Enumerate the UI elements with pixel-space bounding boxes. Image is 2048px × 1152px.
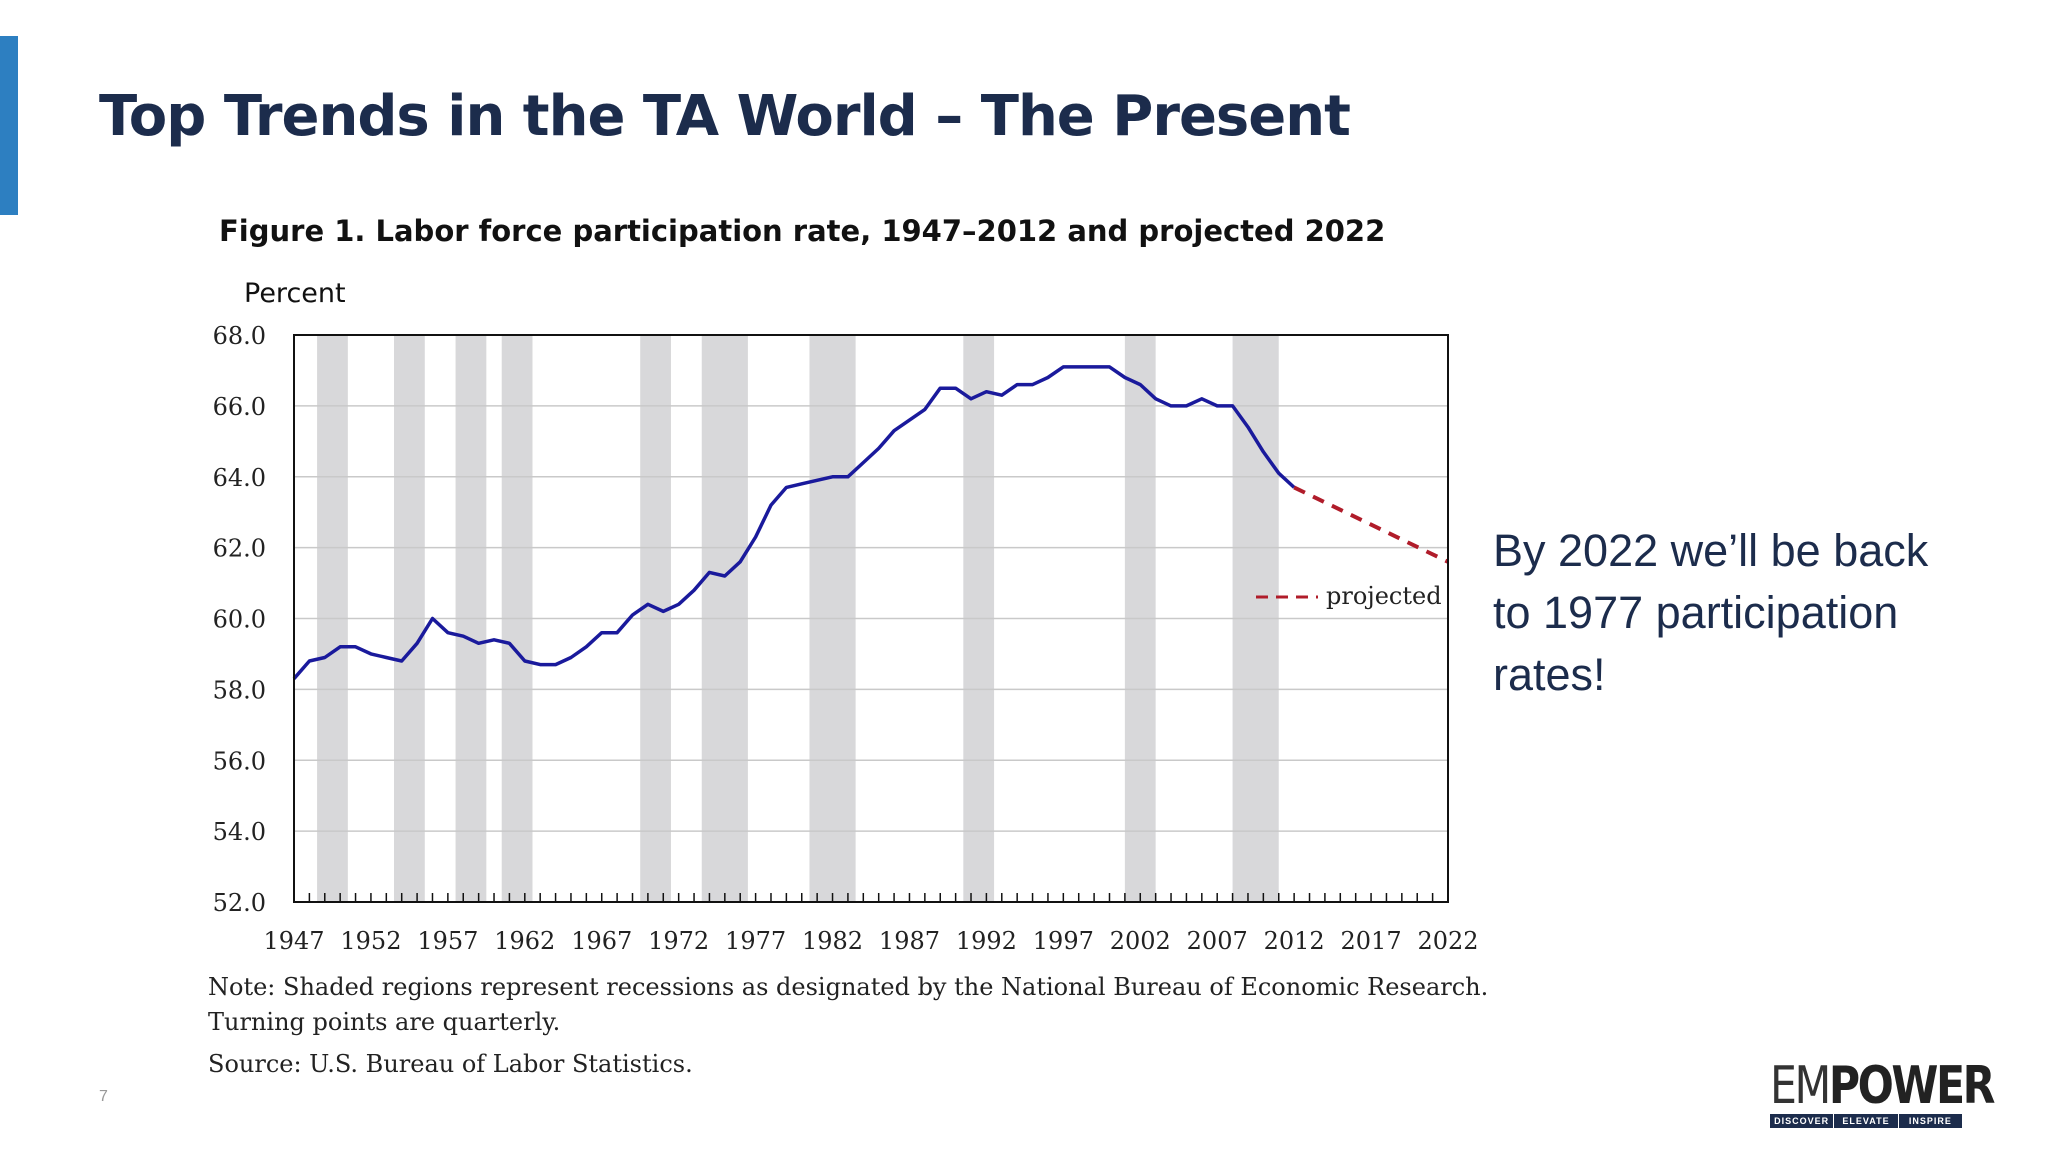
- x-tick-label: 1952: [340, 927, 401, 955]
- chart-source: Source: U.S. Bureau of Labor Statistics.: [208, 1050, 693, 1078]
- logo-tagline: DISCOVER ELEVATE INSPIRE: [1770, 1114, 1962, 1128]
- y-tick-label: 62.0: [213, 535, 266, 563]
- x-tick-label: 1982: [802, 927, 863, 955]
- logo-word-bold: POWER: [1828, 1056, 1996, 1116]
- y-axis-label: Percent: [244, 278, 346, 309]
- plot-frame: [293, 334, 1449, 903]
- legend-projected-label: projected: [1326, 582, 1442, 610]
- x-tick-label: 2022: [1417, 927, 1478, 955]
- x-tick-label: 1997: [1033, 927, 1094, 955]
- logo-tag-3: INSPIRE: [1908, 1116, 1952, 1126]
- logo-word-light: EM: [1770, 1056, 1831, 1116]
- x-tick-label: 1977: [725, 927, 786, 955]
- y-tick-label: 56.0: [213, 747, 266, 775]
- x-tick-label: 2012: [1264, 927, 1325, 955]
- logo-tag-1: DISCOVER: [1770, 1114, 1835, 1128]
- empower-logo: EMPOWER DISCOVER ELEVATE INSPIRE: [1770, 1060, 1995, 1128]
- note-line-2: Turning points are quarterly.: [208, 1008, 561, 1036]
- legend: projected: [1256, 582, 1442, 610]
- y-tick-label: 68.0: [213, 322, 266, 350]
- x-axis-ticks: 1947 1952 1957 1962 1967 1972 1977 1982 1987 1992…: [263, 893, 1479, 955]
- logo-wordmark: EMPOWER: [1770, 1060, 1995, 1112]
- chart-title: Figure 1. Labor force participation rate…: [219, 214, 1386, 248]
- y-tick-label: 64.0: [213, 464, 266, 492]
- projected-series-line: [1293, 485, 1449, 564]
- x-tick-label: 1967: [571, 927, 632, 955]
- callout-text: By 2022 we’ll be back to 1977 participat…: [1493, 525, 1929, 700]
- y-tick-label: 52.0: [213, 889, 266, 917]
- historical-series-line: [292, 365, 1296, 680]
- page-number: 7: [99, 1088, 108, 1105]
- x-tick-label: 2007: [1187, 927, 1248, 955]
- x-tick-label: 1962: [494, 927, 555, 955]
- x-tick-label: 1947: [263, 927, 324, 955]
- y-tick-label: 54.0: [213, 818, 266, 846]
- logo-tag-2: ELEVATE: [1834, 1114, 1899, 1128]
- x-tick-label: 2002: [1110, 927, 1171, 955]
- accent-bar: [0, 36, 18, 215]
- x-tick-label: 1987: [879, 927, 940, 955]
- y-tick-label: 60.0: [213, 606, 266, 634]
- y-axis-ticks: 52.0 54.0 56.0 58.0 60.0 62.0 64.0 66.0 68.0: [213, 322, 266, 917]
- gridlines: [294, 405, 1448, 832]
- chart-note: Note: Shaded regions represent recession…: [208, 970, 1508, 1040]
- slide-title: Top Trends in the TA World – The Present: [99, 84, 1351, 149]
- x-tick-label: 1992: [956, 927, 1017, 955]
- x-tick-label: 1957: [417, 927, 478, 955]
- x-tick-label: 2017: [1341, 927, 1402, 955]
- y-tick-label: 66.0: [213, 393, 266, 421]
- note-line-1: Note: Shaded regions represent recession…: [208, 973, 1489, 1001]
- data-series: [292, 365, 1449, 680]
- y-tick-label: 58.0: [213, 676, 266, 704]
- x-tick-label: 1972: [648, 927, 709, 955]
